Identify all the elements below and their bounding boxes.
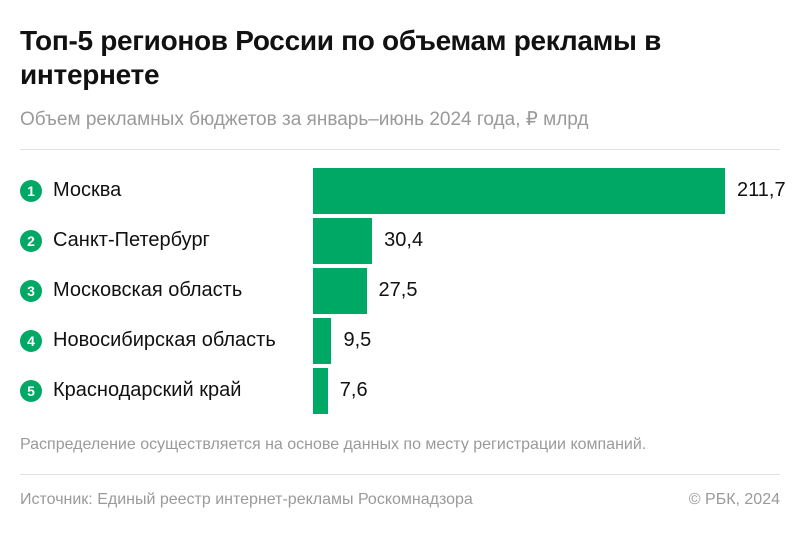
bar-row: 3 Московская область 27,5 — [0, 268, 800, 314]
rank-badge: 2 — [20, 230, 42, 252]
value-label: 30,4 — [384, 229, 424, 251]
copyright: © РБК, 2024 — [688, 491, 780, 508]
bar-row: 5 Краснодарский край 7,6 — [0, 368, 800, 414]
rank-badge: 1 — [20, 180, 42, 202]
bar — [313, 268, 367, 314]
rank-badge: 5 — [20, 380, 42, 402]
bar-row: 2 Санкт-Петербург 30,4 — [0, 218, 800, 264]
category-label: Москва — [53, 179, 122, 201]
bar — [313, 368, 328, 414]
value-label: 27,5 — [378, 279, 418, 301]
chart-subtitle: Объем рекламных бюджетов за январь–июнь … — [20, 109, 589, 130]
bar-row: 1 Москва 211,7 — [0, 168, 800, 214]
bar — [313, 168, 725, 214]
chart-title: Топ-5 регионов России по объемам рекламы… — [20, 25, 662, 90]
bar — [313, 218, 373, 264]
footnote: Распределение осуществляется на основе д… — [20, 436, 647, 453]
rank-badge: 3 — [20, 280, 42, 302]
value-label: 211,7 — [737, 179, 786, 201]
bar-row: 4 Новосибирская область 9,5 — [0, 318, 800, 364]
category-label: Краснодарский край — [53, 379, 242, 401]
divider — [20, 474, 780, 475]
rank-badge: 4 — [20, 330, 42, 352]
value-label: 9,5 — [343, 329, 372, 351]
category-label: Новосибирская область — [53, 329, 276, 351]
divider — [20, 149, 780, 150]
source: Источник: Единый реестр интернет-рекламы… — [20, 491, 473, 508]
value-label: 7,6 — [339, 379, 368, 401]
category-label: Московская область — [53, 279, 243, 301]
category-label: Санкт-Петербург — [53, 229, 210, 251]
bar — [313, 318, 332, 364]
